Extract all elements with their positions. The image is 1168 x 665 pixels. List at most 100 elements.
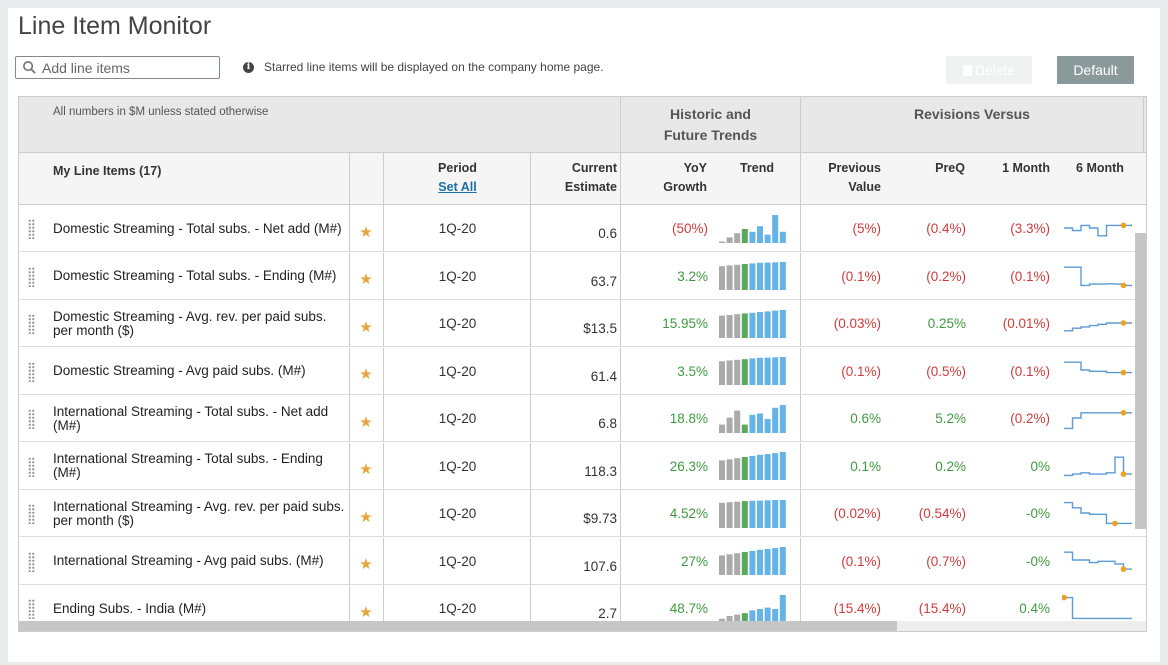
trend-bar [757,311,763,338]
yoy-growth-header: YoY Growth [663,161,707,194]
table-row[interactable]: Domestic Streaming - Avg. rev. per paid … [19,300,1146,347]
period-value[interactable]: 1Q-20 [438,553,477,569]
search-icon [23,61,36,74]
trend-bar [772,499,779,528]
set-all-link[interactable]: Set All [438,180,477,194]
sparkline-marker [1120,282,1127,289]
period-value[interactable]: 1Q-20 [438,363,477,379]
default-button[interactable]: Default [1057,56,1134,84]
trend-bar [749,263,756,290]
delete-button[interactable]: Delete [946,56,1032,84]
trend-bar [764,357,771,385]
table-row[interactable]: Domestic Streaming - Avg paid subs. (M#)… [19,347,1146,395]
trend-bar [741,424,748,433]
star-icon[interactable]: ★ [359,461,373,478]
trend-bar [757,262,763,290]
trend-bar [772,262,779,290]
trend-bar [779,309,786,338]
search-box[interactable] [15,56,220,79]
trend-bar [719,555,725,575]
preq-value: 0.2% [935,458,966,474]
trend-bar [757,500,763,528]
preq-value: (0.4%) [926,221,966,236]
horizontal-scrollbar-thumb[interactable] [19,621,897,631]
line-item-name[interactable]: International Streaming - Avg. rev. per … [53,498,345,528]
star-icon[interactable]: ★ [359,271,373,288]
trend-bar [749,455,756,480]
star-icon[interactable]: ★ [359,223,373,241]
trend-bar [779,404,786,433]
star-icon[interactable]: ★ [359,508,373,526]
star-icon[interactable]: ★ [359,413,373,431]
drag-handle-icon[interactable] [28,314,35,334]
trend-bar [772,453,779,480]
drag-handle-icon[interactable] [28,361,35,382]
table-row[interactable]: International Streaming - Total subs. - … [19,395,1146,442]
table-row[interactable]: International Streaming - Avg paid subs.… [19,537,1146,585]
trend-bar [726,360,733,385]
drag-handle-icon[interactable] [28,409,35,429]
add-line-items-input[interactable] [42,59,212,76]
table-row[interactable]: Domestic Streaming - Total subs. - Endin… [19,252,1146,300]
star-icon[interactable]: ★ [359,556,373,573]
star-icon[interactable]: ★ [359,603,373,621]
line-item-name[interactable]: International Streaming - Total subs. - … [53,403,329,433]
drag-handle-icon[interactable] [28,266,35,287]
line-item-name[interactable]: Domestic Streaming - Avg paid subs. (M#) [53,363,306,378]
period-value[interactable]: 1Q-20 [438,411,477,426]
line-item-name[interactable]: Domestic Streaming - Avg. rev. per paid … [53,308,327,338]
previous-value: (0.03%) [833,316,881,331]
period-value[interactable]: 1Q-20 [438,268,477,284]
vertical-scrollbar[interactable] [1135,233,1146,529]
horizontal-scrollbar[interactable] [19,621,1146,631]
yoy-growth-value: 18.8% [669,411,708,426]
sparkline-path [1064,456,1132,477]
table-row[interactable]: International Streaming - Total subs. - … [19,442,1146,490]
trend-bar [757,412,763,433]
trend-bar [764,549,771,575]
drag-handle-icon[interactable] [28,551,35,572]
period-value[interactable]: 1Q-20 [438,506,477,521]
drag-handle-icon[interactable] [28,504,35,524]
line-items-grid: All numbers in $M unless stated otherwis… [18,96,1147,632]
trend-bar [734,614,741,623]
line-item-name[interactable]: Ending Subs. - India (M#) [53,600,207,616]
period-value[interactable]: 1Q-20 [438,601,477,616]
trend-bar [719,361,725,385]
star-icon[interactable]: ★ [359,366,373,383]
info-text: Starred line items will be displayed on … [264,60,604,74]
trend-bar [719,460,725,480]
trend-bar [726,236,733,243]
six-month-line-chart [1064,222,1132,236]
line-item-name[interactable]: Domestic Streaming - Total subs. - Endin… [53,268,337,283]
previous-value: (15.4%) [833,601,881,616]
sparkline-marker [1120,566,1127,572]
line-item-name[interactable]: International Streaming - Avg paid subs.… [53,553,324,568]
period-value[interactable]: 1Q-20 [438,221,477,236]
drag-handle-icon[interactable] [28,456,35,477]
trend-bar-chart [719,262,786,290]
line-item-name[interactable]: International Streaming - Total subs. - … [53,451,323,480]
trend-bar [749,500,756,528]
drag-handle-icon[interactable] [28,219,35,239]
sparkline-marker [1062,594,1067,600]
trend-bar [764,607,771,623]
trend-bar [764,262,771,290]
trend-bar [772,310,779,338]
one-month-value: (3.3%) [1010,221,1050,236]
star-icon[interactable]: ★ [359,318,373,336]
period-value[interactable]: 1Q-20 [438,316,477,331]
six-month-sparkline [1062,300,1138,347]
drag-handle-icon[interactable] [28,599,35,619]
line-item-name[interactable]: Domestic Streaming - Total subs. - Net a… [53,220,342,236]
sparkline-path [1064,223,1132,236]
trend-bar [741,500,748,528]
trend-bar [764,234,771,243]
period-value[interactable]: 1Q-20 [438,458,477,474]
sparkline-marker [1120,369,1127,376]
table-row[interactable]: Domestic Streaming - Total subs. - Net a… [19,205,1146,252]
table-row[interactable]: International Streaming - Avg. rev. per … [19,490,1146,537]
one-month-value: (0.01%) [1002,316,1050,331]
trend-bar [726,459,733,480]
six-month-sparkline [1062,538,1138,585]
